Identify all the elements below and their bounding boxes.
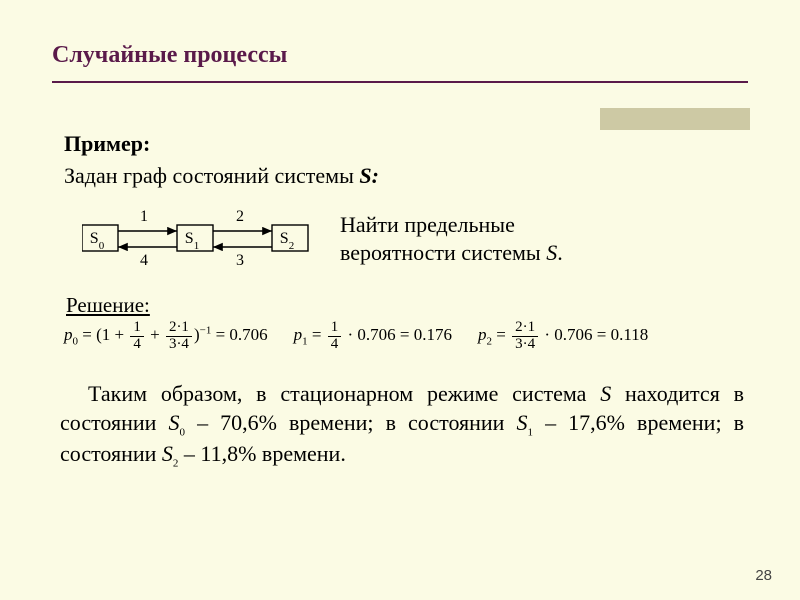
task-system: S — [546, 240, 557, 265]
svg-text:S0: S0 — [90, 230, 105, 252]
prompt-text: Задан граф состояний системы — [64, 163, 359, 188]
task-line2a: вероятности системы — [340, 240, 546, 265]
prompt-line: Задан граф состояний системы S: — [52, 163, 748, 189]
svg-text:4: 4 — [140, 252, 148, 269]
formula-row: p0 = (1 + 14 + 2·13·4)−1 = 0.706 p1 = 14… — [52, 320, 748, 353]
task-line2b: . — [557, 240, 563, 265]
example-label: Пример: — [52, 131, 748, 157]
task-line1: Найти предельные — [340, 212, 515, 237]
state-graph: S0 S1 S2 1 4 2 3 — [82, 207, 312, 271]
title-rule — [52, 81, 748, 83]
svg-text:S1: S1 — [185, 230, 199, 252]
svg-text:2: 2 — [236, 208, 244, 225]
page-number: 28 — [755, 567, 772, 584]
svg-text:S2: S2 — [280, 230, 294, 252]
conclusion: Таким образом, в стационарном режиме сис… — [52, 379, 748, 472]
svg-text:3: 3 — [236, 252, 244, 269]
formula-p2: p2 = 2·13·4 · 0.706 = 0.118 — [478, 320, 648, 353]
slide-title: Случайные процессы — [52, 42, 748, 69]
prompt-system: S: — [359, 163, 379, 188]
task-text: Найти предельные вероятности системы S. — [340, 211, 563, 267]
accent-bar — [600, 108, 750, 130]
formula-p0: p0 = (1 + 14 + 2·13·4)−1 = 0.706 — [64, 320, 268, 353]
solution-label: Решение: — [52, 293, 748, 318]
svg-text:1: 1 — [140, 208, 148, 225]
formula-p1: p1 = 14 · 0.706 = 0.176 — [294, 320, 452, 353]
